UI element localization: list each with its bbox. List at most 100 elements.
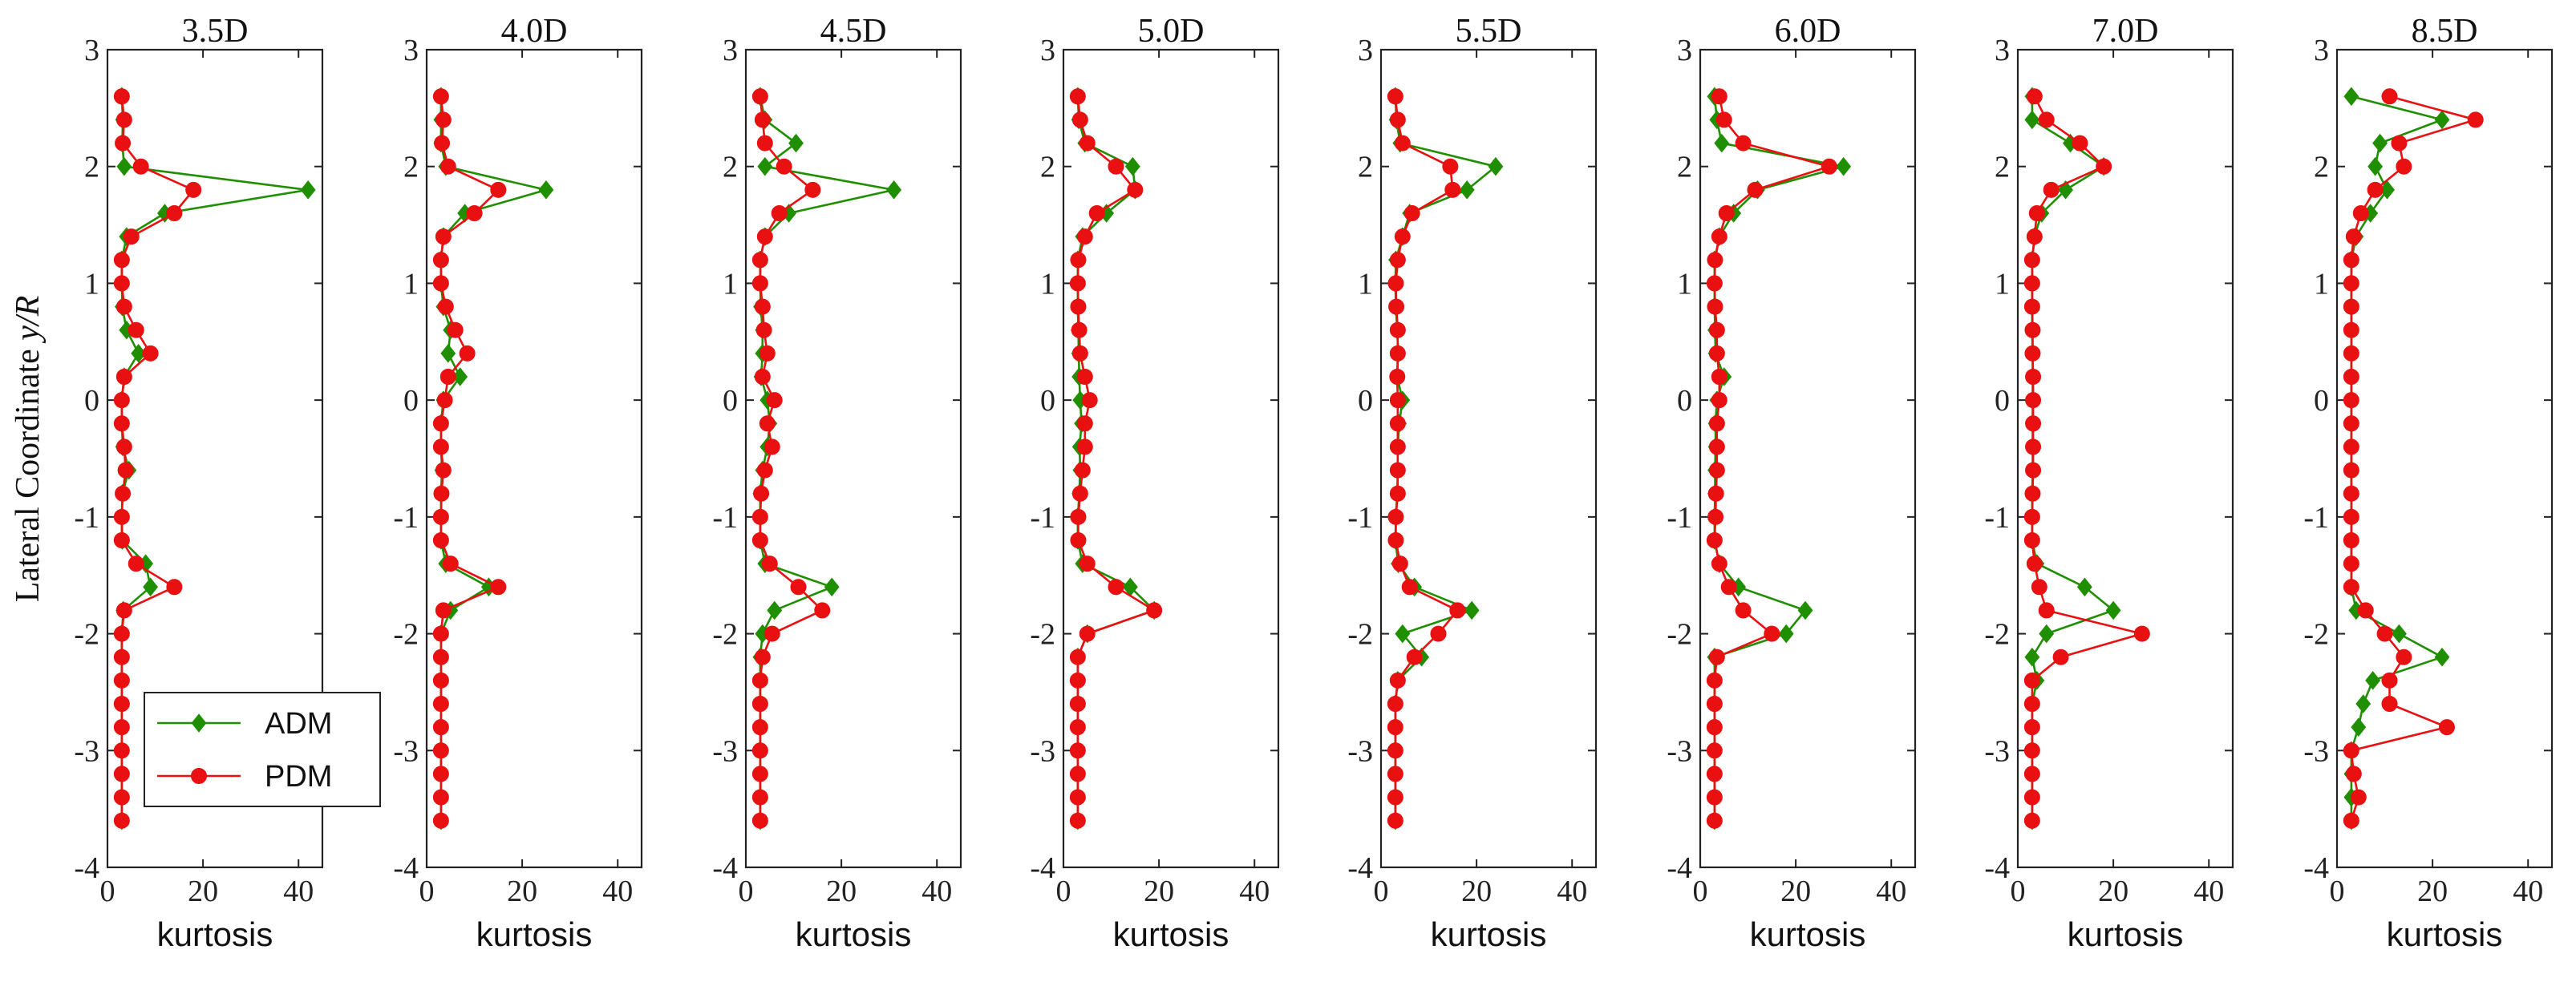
y-tick-label: 2 xyxy=(1995,151,2010,184)
x-tick-label: 40 xyxy=(602,875,633,908)
data-point-pdm xyxy=(1401,579,1418,596)
y-tick-label: 0 xyxy=(1995,384,2010,418)
data-point-pdm xyxy=(432,275,449,292)
data-point-pdm xyxy=(814,602,831,619)
data-point-pdm xyxy=(1735,135,1752,152)
y-tick-label: 2 xyxy=(403,151,419,184)
data-point-pdm xyxy=(2023,672,2040,689)
data-point-pdm xyxy=(751,766,768,782)
data-point-pdm xyxy=(432,696,449,712)
data-point-pdm xyxy=(1081,392,1098,409)
data-point-pdm xyxy=(1069,766,1086,782)
x-tick-label: 20 xyxy=(826,875,857,908)
data-point-pdm xyxy=(447,321,464,338)
data-point-adm xyxy=(2391,624,2407,644)
data-point-pdm xyxy=(2026,556,2043,572)
data-point-pdm xyxy=(432,252,449,269)
data-point-pdm xyxy=(754,649,771,665)
data-point-pdm xyxy=(1389,462,1406,479)
data-point-pdm xyxy=(115,298,132,315)
x-tick-label: 40 xyxy=(921,875,952,908)
data-point-pdm xyxy=(1706,532,1723,548)
data-point-pdm xyxy=(2025,415,2042,432)
data-point-pdm xyxy=(2345,766,2362,782)
data-point-pdm xyxy=(113,88,130,105)
data-point-pdm xyxy=(1706,742,1723,759)
data-point-pdm xyxy=(2438,719,2455,736)
y-tick-label: -3 xyxy=(1030,734,1055,768)
y-axis-label-text: Lateral Coordinate xyxy=(10,349,47,602)
data-point-pdm xyxy=(1076,369,1093,385)
data-point-pdm xyxy=(432,789,449,806)
data-point-pdm xyxy=(1079,556,1096,572)
data-point-pdm xyxy=(2023,812,2040,829)
panel-title: 7.0D xyxy=(2092,13,2159,50)
y-tick-label: 2 xyxy=(84,151,99,184)
data-point-pdm xyxy=(2381,88,2398,105)
data-point-pdm xyxy=(1389,438,1406,455)
x-tick-label: 20 xyxy=(1461,875,1492,908)
data-point-adm xyxy=(300,180,316,200)
data-point-pdm xyxy=(1708,462,1725,479)
data-point-pdm xyxy=(2026,228,2043,245)
data-point-pdm xyxy=(2038,111,2055,128)
data-point-pdm xyxy=(1389,485,1406,502)
data-point-pdm xyxy=(1708,649,1725,665)
data-point-adm xyxy=(1714,133,1730,153)
data-point-pdm xyxy=(128,556,144,572)
data-point-pdm xyxy=(1127,181,1144,198)
data-point-pdm xyxy=(753,485,770,502)
data-point-pdm xyxy=(755,321,772,338)
data-point-pdm xyxy=(2343,392,2359,409)
data-point-pdm xyxy=(2343,556,2359,572)
axes-frame xyxy=(2016,48,2234,869)
y-tick-label: -2 xyxy=(393,618,419,652)
data-point-pdm xyxy=(1711,88,1727,105)
data-point-pdm xyxy=(759,415,776,432)
y-tick-label: 0 xyxy=(1040,384,1055,418)
axes-frame xyxy=(1062,48,1280,869)
data-point-pdm xyxy=(432,532,449,548)
data-point-pdm xyxy=(1069,812,1086,829)
y-tick-label: -4 xyxy=(1984,851,2010,885)
data-point-pdm xyxy=(1706,672,1723,689)
data-point-pdm xyxy=(166,579,183,596)
panel-title: 4.5D xyxy=(820,13,887,50)
data-point-pdm xyxy=(1711,392,1727,409)
panel-title: 3.5D xyxy=(182,13,249,50)
data-point-pdm xyxy=(1387,742,1403,759)
series-pdm xyxy=(2023,88,2150,829)
data-point-pdm xyxy=(776,158,792,175)
data-point-pdm xyxy=(1711,556,1727,572)
data-point-pdm xyxy=(1720,579,1737,596)
data-point-pdm xyxy=(1070,508,1087,525)
data-point-pdm xyxy=(434,135,451,152)
data-point-pdm xyxy=(751,672,768,689)
data-point-pdm xyxy=(113,696,130,712)
data-point-pdm xyxy=(432,649,449,665)
x-tick-label: 20 xyxy=(1780,875,1811,908)
data-point-adm xyxy=(143,577,159,597)
y-tick-label: 3 xyxy=(1040,34,1055,67)
data-point-pdm xyxy=(1821,158,1837,175)
y-tick-label: 0 xyxy=(1677,384,1692,418)
data-point-pdm xyxy=(1076,228,1093,245)
data-point-adm xyxy=(886,180,902,200)
y-tick-label: -2 xyxy=(2303,618,2329,652)
data-point-pdm xyxy=(117,462,134,479)
data-point-adm xyxy=(2372,133,2388,153)
y-tick-label: -1 xyxy=(74,501,99,535)
data-point-pdm xyxy=(2352,205,2369,221)
data-point-pdm xyxy=(2043,181,2060,198)
data-point-pdm xyxy=(1706,696,1723,712)
data-point-pdm xyxy=(113,275,130,292)
data-point-pdm xyxy=(2024,345,2041,362)
data-point-pdm xyxy=(1070,252,1087,269)
data-point-pdm xyxy=(2025,392,2042,409)
data-point-pdm xyxy=(1718,205,1735,221)
data-point-pdm xyxy=(2391,135,2408,152)
data-point-pdm xyxy=(166,205,183,221)
data-point-pdm xyxy=(1715,111,1732,128)
